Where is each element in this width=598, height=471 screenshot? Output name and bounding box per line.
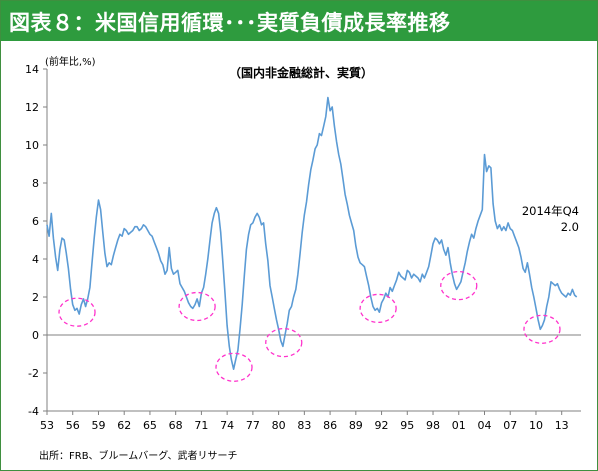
- trough-highlight-circle: [523, 314, 561, 344]
- trough-highlight-circle: [215, 352, 253, 382]
- x-axis-ticks: 53 56 59 62 65 68 71 74 77 80 83 86 89 92 95 98 01 04 07 10…: [40, 411, 569, 432]
- x-tick-label: 07: [503, 419, 517, 432]
- x-tick-label: 86: [323, 419, 337, 432]
- trough-highlight-circle: [178, 291, 216, 322]
- x-tick-label: 56: [66, 419, 80, 432]
- x-tick-label: 89: [349, 419, 363, 432]
- y-tick-label: -2: [28, 367, 39, 380]
- x-tick-label: 83: [297, 419, 311, 432]
- trough-highlight-circle: [359, 293, 397, 324]
- trough-highlight-circle: [58, 297, 96, 327]
- title-bar: 図表８：米国信用循環･･･実質負債成長率推移: [1, 1, 597, 41]
- x-tick-label: 95: [400, 419, 414, 432]
- figure-title: 図表８：米国信用循環･･･実質負債成長率推移: [9, 11, 451, 35]
- x-tick-label: 71: [194, 419, 208, 432]
- x-tick-label: 80: [272, 419, 286, 432]
- x-tick-label: 74: [220, 419, 234, 432]
- y-tick-label: 6: [32, 215, 39, 228]
- axes: [46, 69, 581, 412]
- series-line: [46, 96, 578, 370]
- trough-highlight-circle: [265, 327, 303, 358]
- x-tick-label: 62: [117, 419, 131, 432]
- x-tick-label: 77: [246, 419, 260, 432]
- y-tick-label: 12: [25, 101, 39, 114]
- y-tick-label: 14: [25, 63, 39, 76]
- x-tick-label: 92: [375, 419, 389, 432]
- unit-label: (前年比,%): [45, 55, 96, 68]
- y-axis-ticks: 14 12 10 8 6 4 2 0 -2 -4: [25, 63, 47, 418]
- x-tick-label: 53: [40, 419, 54, 432]
- x-tick-label: 01: [452, 419, 466, 432]
- trough-highlight-circle: [440, 270, 478, 301]
- annotation-date: 2014年Q4: [522, 204, 579, 218]
- x-tick-label: 04: [477, 419, 491, 432]
- y-tick-label: 0: [32, 329, 39, 342]
- y-tick-label: 8: [32, 177, 39, 190]
- annotation-value: 2.0: [561, 220, 579, 234]
- x-tick-label: 13: [555, 419, 569, 432]
- y-tick-label: -4: [28, 405, 39, 418]
- y-tick-label: 2: [32, 291, 39, 304]
- trough-highlights: [58, 270, 561, 382]
- x-tick-label: 98: [426, 419, 440, 432]
- y-tick-label: 4: [32, 253, 39, 266]
- x-tick-label: 68: [169, 419, 183, 432]
- x-tick-label: 65: [143, 419, 157, 432]
- series-layer: [46, 96, 578, 370]
- y-tick-label: 10: [25, 139, 39, 152]
- chart-subtitle: （国内非金融総計、実質）: [229, 65, 373, 80]
- x-tick-label: 59: [91, 419, 105, 432]
- x-tick-label: 10: [529, 419, 543, 432]
- source-note: 出所：FRB、ブルームバーグ、武者リサーチ: [39, 449, 238, 462]
